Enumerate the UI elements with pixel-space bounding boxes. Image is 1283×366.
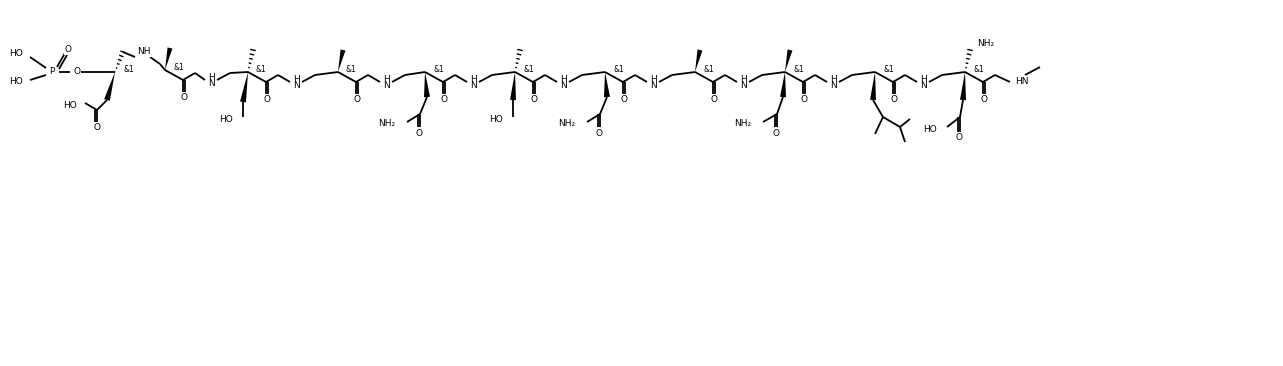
Text: &1: &1 [703,64,713,74]
Text: H: H [470,75,477,83]
Text: N: N [208,79,214,89]
Polygon shape [604,72,609,97]
Text: HN: HN [1015,78,1029,86]
Polygon shape [240,72,248,102]
Text: &1: &1 [523,64,534,74]
Text: &1: &1 [973,64,984,74]
Text: N: N [293,82,300,90]
Text: NH₂: NH₂ [976,40,994,49]
Text: H: H [650,75,657,83]
Text: HO: HO [924,126,937,134]
Text: N: N [650,82,657,90]
Text: &1: &1 [123,66,133,75]
Text: O: O [73,67,80,76]
Text: N: N [470,82,477,90]
Text: O: O [530,96,538,105]
Text: O: O [440,96,448,105]
Text: H: H [208,72,214,82]
Text: P: P [49,67,55,76]
Polygon shape [511,72,516,100]
Text: N: N [830,82,837,90]
Text: NH₂: NH₂ [378,120,395,128]
Text: NH₂: NH₂ [734,120,751,128]
Text: O: O [980,96,988,105]
Polygon shape [780,72,786,97]
Text: &1: &1 [346,64,357,74]
Text: O: O [595,128,603,138]
Polygon shape [337,49,345,72]
Text: H: H [740,75,747,83]
Text: N: N [920,82,926,90]
Text: O: O [711,96,717,105]
Text: HO: HO [9,78,23,86]
Text: N: N [740,82,747,90]
Text: O: O [263,96,271,105]
Text: &1: &1 [257,64,267,74]
Text: H: H [293,75,300,83]
Text: O: O [354,96,361,105]
Text: &1: &1 [432,64,444,74]
Polygon shape [695,49,702,72]
Text: O: O [416,128,422,138]
Text: H: H [384,75,390,83]
Text: &1: &1 [613,64,624,74]
Text: N: N [559,82,567,90]
Text: H: H [559,75,567,83]
Text: &1: &1 [173,63,183,71]
Text: O: O [890,96,898,105]
Polygon shape [166,48,172,70]
Text: H: H [920,75,926,83]
Polygon shape [104,72,115,101]
Text: O: O [621,96,627,105]
Text: O: O [94,123,100,131]
Text: HO: HO [63,101,77,109]
Text: O: O [181,93,187,102]
Text: H: H [830,75,837,83]
Text: HO: HO [489,116,503,124]
Text: O: O [64,45,72,55]
Polygon shape [423,72,430,97]
Text: O: O [956,134,962,142]
Text: N: N [384,82,390,90]
Text: &1: &1 [793,64,803,74]
Polygon shape [960,72,966,100]
Polygon shape [870,72,876,100]
Text: HO: HO [9,49,23,59]
Text: &1: &1 [883,64,894,74]
Text: NH: NH [137,48,150,56]
Polygon shape [785,49,793,72]
Text: HO: HO [219,116,234,124]
Text: O: O [772,128,780,138]
Text: NH₂: NH₂ [558,120,575,128]
Text: O: O [801,96,807,105]
